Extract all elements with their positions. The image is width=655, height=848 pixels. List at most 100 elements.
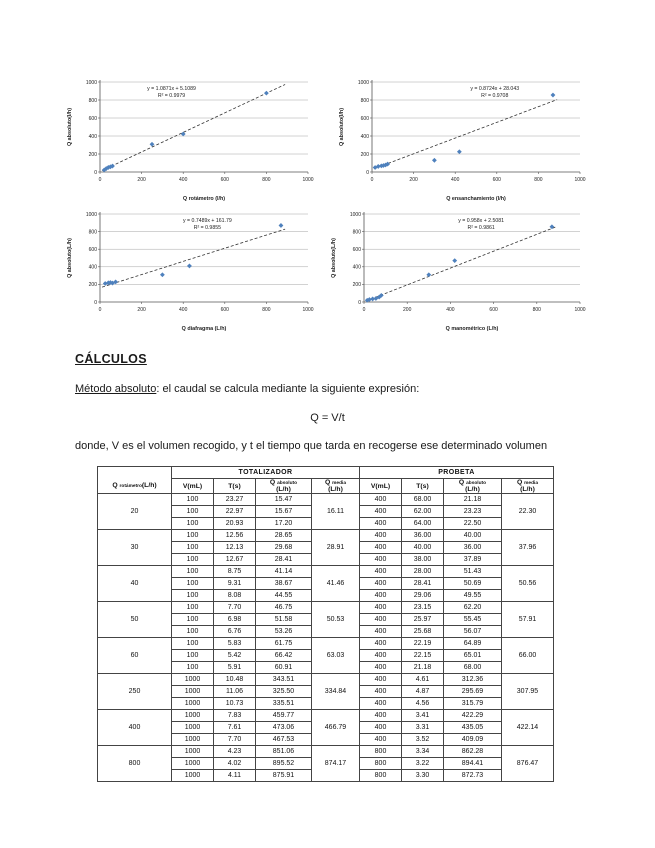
method-paragraph: Método absoluto: el caudal se calcula me… bbox=[75, 383, 419, 395]
chart-text: 1000 bbox=[350, 212, 361, 218]
chart-text: 600 bbox=[221, 177, 230, 183]
table-row: 100 12.67 28.41 400 38.00 37.89 bbox=[98, 553, 554, 567]
table-cell: 435.05 bbox=[443, 721, 502, 735]
data-point bbox=[264, 90, 269, 96]
table-cell: 44.55 bbox=[255, 589, 312, 603]
equation-label: y = 1.0871x + 5.1089 bbox=[147, 86, 196, 92]
chart-text: 0 bbox=[363, 307, 366, 313]
chart-text: 1000 bbox=[302, 177, 313, 183]
table-cell: 5.42 bbox=[213, 649, 256, 663]
chart-text: 600 bbox=[89, 247, 98, 253]
table-cell: 5.83 bbox=[213, 637, 256, 651]
y-axis-title: Q absoluto(l/h) bbox=[339, 108, 345, 146]
table-cell: 15.47 bbox=[255, 493, 312, 507]
chart-text: 0 bbox=[358, 300, 361, 306]
q-media-value: 50.56 bbox=[501, 565, 554, 603]
x-axis-title: Q rotámetro (l/h) bbox=[183, 196, 225, 202]
chart-text: 600 bbox=[353, 247, 362, 253]
table-cell: 400 bbox=[359, 493, 402, 507]
table-cell: 100 bbox=[171, 493, 214, 507]
column-header: V(mL) bbox=[359, 477, 402, 495]
table-cell: 25.68 bbox=[401, 625, 444, 639]
table-row: 100 5.91 60.91 400 21.18 68.00 bbox=[98, 661, 554, 675]
table-cell: 65.01 bbox=[443, 649, 502, 663]
table-cell: 3.31 bbox=[401, 721, 444, 735]
table-cell: 100 bbox=[171, 661, 214, 675]
column-header: T(s) bbox=[213, 477, 256, 495]
table-cell: 40.00 bbox=[443, 529, 502, 543]
q-media-value: 28.91 bbox=[311, 529, 360, 567]
data-point bbox=[110, 280, 115, 286]
q-media-value: 50.53 bbox=[311, 601, 360, 639]
q-media-value: 16.11 bbox=[311, 493, 360, 531]
table-cell: 100 bbox=[171, 565, 214, 579]
chart-text: 200 bbox=[409, 177, 418, 183]
table-cell: 1000 bbox=[171, 721, 214, 735]
table-cell: 1000 bbox=[171, 733, 214, 747]
table-cell: 473.06 bbox=[255, 721, 312, 735]
chart-text: 600 bbox=[361, 116, 370, 122]
group-header: PROBETA bbox=[359, 466, 554, 479]
data-point bbox=[113, 279, 118, 285]
r2-label: R² = 0.9861 bbox=[467, 225, 494, 231]
q-media-value: 66.00 bbox=[501, 637, 554, 675]
table-cell: 4.87 bbox=[401, 685, 444, 699]
chart-q-ensanchamiento: 0 200 400 600 800 1000 0 200 400 600 800 1000 y = 0.… bbox=[336, 74, 592, 202]
table-cell: 4.56 bbox=[401, 697, 444, 711]
table-row: 20 100 23.27 15.47 16.11 400 68.00 21.18 22.30 bbox=[97, 493, 554, 531]
chart-text: 200 bbox=[89, 282, 98, 288]
data-point bbox=[149, 141, 155, 147]
table-cell: 23.15 bbox=[401, 601, 444, 615]
table-cell: 29.68 bbox=[255, 541, 312, 555]
results-table: TOTALIZADOR PROBETA Q rotámetro(L/h) V(mL) T… bbox=[97, 466, 554, 783]
q-media-value: 307.95 bbox=[501, 673, 554, 711]
trendline bbox=[101, 228, 286, 288]
scatter-plot: 0 200 400 600 800 1000 0 200 400 600 800 1000 y = 1.… bbox=[67, 80, 314, 202]
data-point bbox=[102, 281, 108, 286]
table-cell: 400 bbox=[359, 697, 402, 711]
table-cell: 100 bbox=[171, 613, 214, 627]
x-axis-title: Q manométrico (L/h) bbox=[446, 326, 499, 332]
equation-label: y = 0.958x + 2.5081 bbox=[458, 218, 504, 224]
table-cell: 100 bbox=[171, 589, 214, 603]
table-cell: 100 bbox=[171, 637, 214, 651]
table-cell: 50.69 bbox=[443, 577, 502, 591]
table-row: 1000 7.70 467.53 400 3.52 409.09 bbox=[98, 733, 554, 747]
table-row: 400 1000 7.83 459.77 466.79 400 3.41 422.29 422.… bbox=[97, 709, 554, 747]
q-media-value: 37.96 bbox=[501, 529, 554, 567]
chart-text: 200 bbox=[137, 307, 146, 313]
x-axis-title: Q ensanchamiento (l/h) bbox=[446, 196, 506, 202]
table-cell: 800 bbox=[359, 745, 402, 759]
chart-q-diafragma: 0 200 400 600 800 1000 0 200 400 600 800 1000 y = 0.… bbox=[64, 206, 320, 332]
trendline bbox=[101, 84, 286, 171]
table-cell: 335.51 bbox=[255, 697, 312, 711]
scatter-plot: 0 200 400 600 800 1000 0 200 400 600 800 1000 y = 0.… bbox=[339, 80, 586, 202]
chart-text: 200 bbox=[89, 152, 98, 158]
table-cell: 4.61 bbox=[401, 673, 444, 687]
q-media-value: 422.14 bbox=[501, 709, 554, 747]
table-cell: 875.91 bbox=[255, 769, 312, 783]
q-rotametro-value: 800 bbox=[97, 745, 172, 783]
chart-text: 600 bbox=[489, 307, 498, 313]
table-cell: 7.83 bbox=[213, 709, 256, 723]
table-cell: 28.41 bbox=[401, 577, 444, 591]
table-cell: 22.50 bbox=[443, 517, 502, 531]
table-cell: 4.02 bbox=[213, 757, 256, 771]
table-cell: 422.29 bbox=[443, 709, 502, 723]
table-row: 30 100 12.56 28.65 28.91 400 36.00 40.00 37.96 bbox=[97, 529, 554, 567]
q-rotametro-value: 30 bbox=[97, 529, 172, 567]
table-cell: 400 bbox=[359, 589, 402, 603]
chart-text: 1000 bbox=[358, 80, 369, 86]
table-cell: 100 bbox=[171, 517, 214, 531]
q-media-value: 41.46 bbox=[311, 565, 360, 603]
table-cell: 68.00 bbox=[401, 493, 444, 507]
table-cell: 400 bbox=[359, 733, 402, 747]
table-cell: 8.75 bbox=[213, 565, 256, 579]
corner-cell bbox=[97, 466, 172, 479]
table-cell: 100 bbox=[171, 529, 214, 543]
table-cell: 894.41 bbox=[443, 757, 502, 771]
chart-text: 400 bbox=[89, 265, 98, 271]
results-table-wrap: TOTALIZADOR PROBETA Q rotámetro(L/h) V(mL) T… bbox=[97, 466, 554, 783]
data-point bbox=[187, 263, 192, 269]
